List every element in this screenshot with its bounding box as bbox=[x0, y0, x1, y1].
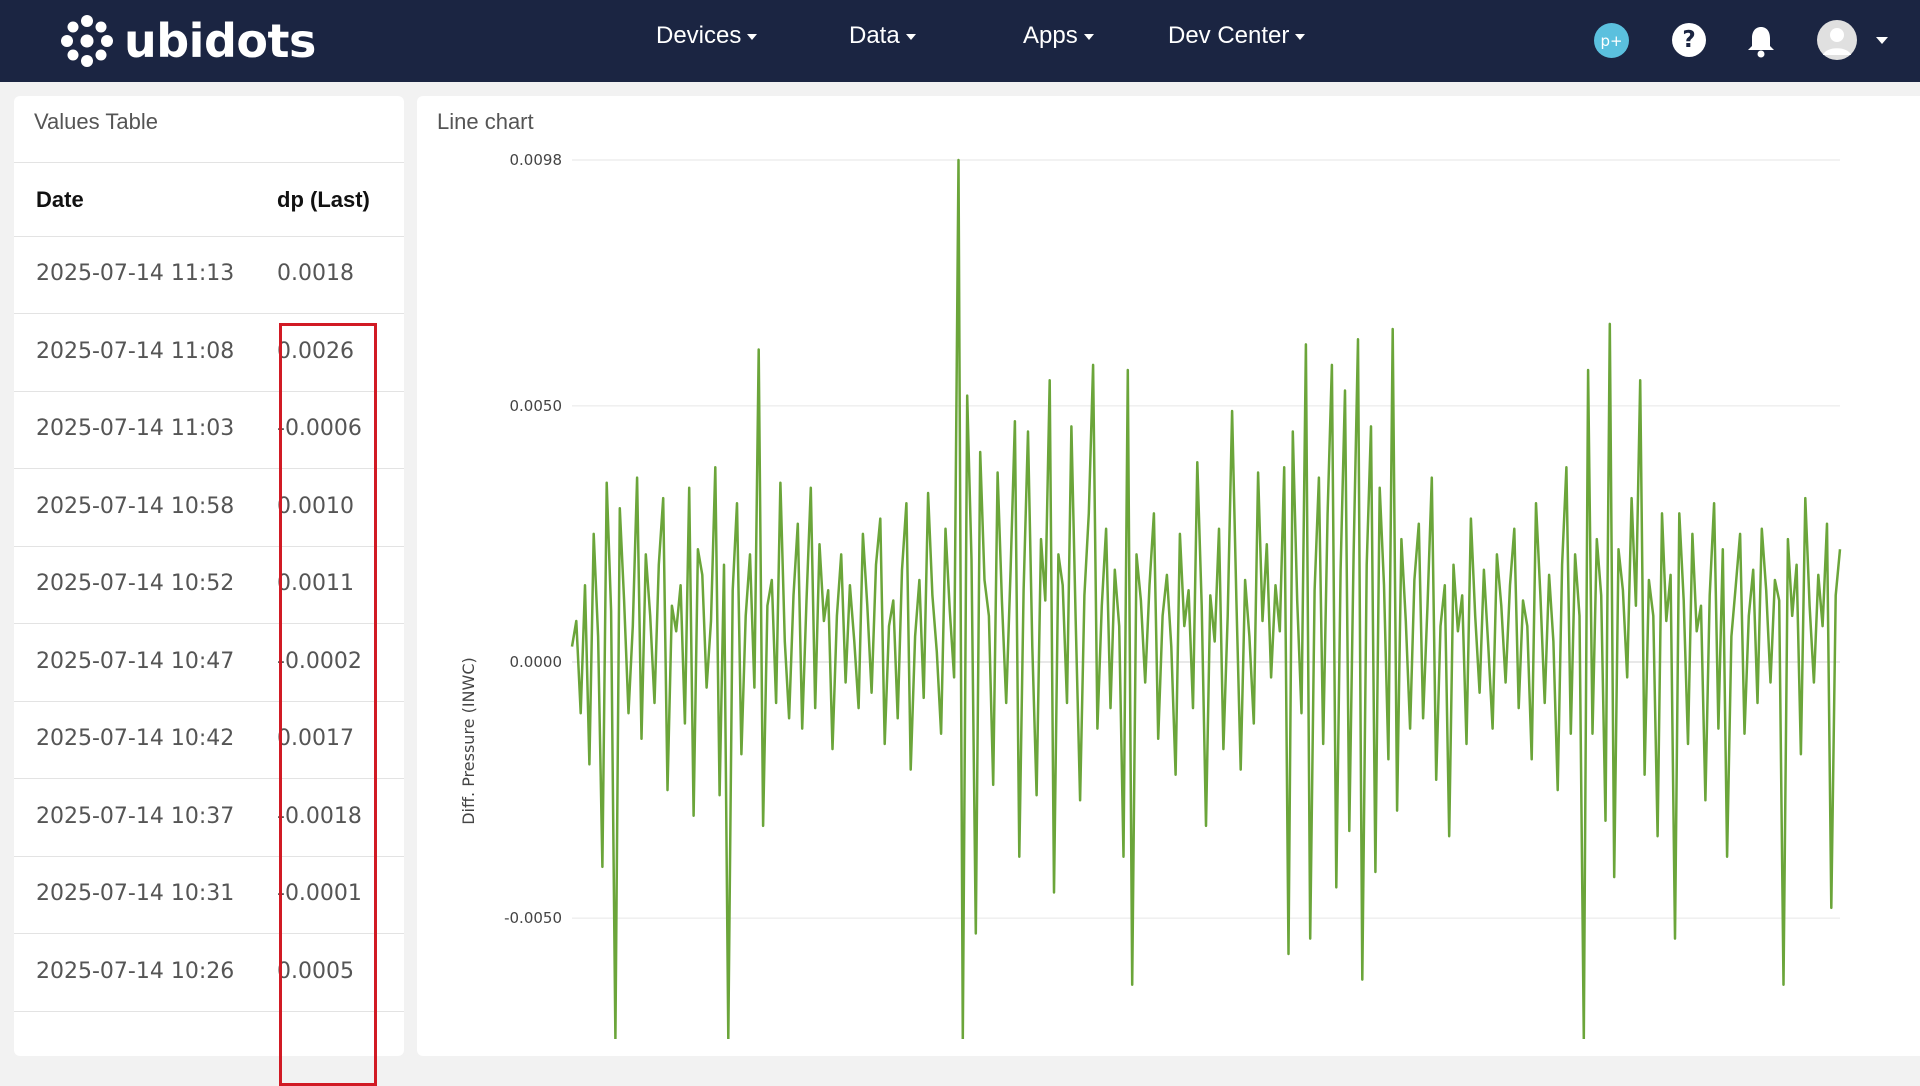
cell-dp-value: 0.0017 bbox=[277, 726, 354, 751]
cell-date: 2025-07-14 10:26 bbox=[36, 958, 235, 984]
chevron-down-icon bbox=[747, 33, 758, 40]
nav-apps[interactable]: Apps bbox=[1023, 22, 1094, 50]
avatar bbox=[1817, 20, 1857, 60]
nav-apps-label: Apps bbox=[1023, 22, 1078, 49]
line-chart-title: Line chart bbox=[437, 109, 534, 134]
nav-devices-label: Devices bbox=[656, 22, 742, 49]
cell-dp-value: -0.0018 bbox=[277, 803, 362, 829]
highlight-box bbox=[279, 323, 377, 1086]
chevron-down-icon bbox=[1083, 33, 1094, 40]
table-row[interactable]: 2025-07-14 11:03 -0.0006 bbox=[14, 391, 404, 469]
brand-name: ubidots bbox=[124, 14, 316, 68]
y-tick-label: 0.0098 bbox=[510, 151, 563, 169]
cell-date: 2025-07-14 10:42 bbox=[36, 726, 235, 751]
cell-dp-value: -0.0002 bbox=[277, 648, 362, 674]
nav-devices[interactable]: Devices bbox=[656, 22, 758, 50]
y-tick-label: 0.0000 bbox=[510, 653, 563, 671]
cell-dp-value: -0.0006 bbox=[277, 416, 362, 441]
table-row[interactable]: 2025-07-14 10:31 -0.0001 bbox=[14, 856, 404, 934]
column-header-date[interactable]: Date bbox=[36, 187, 84, 212]
nav-data-label: Data bbox=[849, 22, 900, 49]
table-row[interactable]: 2025-07-14 10:42 0.0017 bbox=[14, 701, 404, 779]
table-row[interactable]: 2025-07-14 11:08 0.0026 bbox=[14, 314, 404, 392]
chevron-down-icon bbox=[1876, 37, 1888, 44]
nav-dev-center[interactable]: Dev Center bbox=[1168, 22, 1306, 50]
values-table-panel: Values Table Date dp (Last) 2025-07-14 1… bbox=[14, 96, 404, 1086]
table-row[interactable]: 2025-07-14 11:13 0.0018 bbox=[14, 236, 404, 314]
cell-dp-value: 0.0018 bbox=[277, 261, 354, 286]
chevron-down-icon bbox=[905, 33, 916, 40]
cell-dp-value: 0.0005 bbox=[277, 958, 354, 984]
top-navbar: ubidots Devices Data Apps Dev Center p+ … bbox=[0, 0, 1920, 82]
y-tick-label: -0.0050 bbox=[504, 909, 562, 927]
table-row[interactable]: 2025-07-14 10:26 0.0005 bbox=[14, 934, 404, 1012]
y-axis-title: Diff. Pressure (INWC) bbox=[459, 657, 478, 825]
notifications-bell-icon[interactable] bbox=[1746, 24, 1776, 58]
table-row[interactable]: 2025-07-14 10:37 -0.0018 bbox=[14, 779, 404, 857]
cell-dp-value: -0.0001 bbox=[277, 881, 362, 906]
table-row[interactable]: 2025-07-14 10:58 0.0010 bbox=[14, 469, 404, 547]
user-menu[interactable] bbox=[1816, 19, 1888, 61]
table-row[interactable]: 2025-07-14 10:47 -0.0002 bbox=[14, 624, 404, 702]
cell-date: 2025-07-14 10:47 bbox=[36, 648, 235, 674]
cell-dp-value: 0.0011 bbox=[277, 571, 354, 596]
cell-dp-value: 0.0010 bbox=[277, 493, 354, 519]
line-chart-panel: Line chart 0.0098 0.0050 0.0000 -0.0050 Diff… bbox=[417, 96, 1920, 1056]
cell-date: 2025-07-14 10:37 bbox=[36, 803, 235, 829]
y-tick-label: 0.0050 bbox=[510, 397, 563, 415]
chevron-down-icon bbox=[1295, 33, 1306, 40]
column-header-dp[interactable]: dp (Last) bbox=[277, 187, 370, 212]
values-table-title: Values Table bbox=[34, 109, 158, 134]
help-icon[interactable]: ? bbox=[1672, 23, 1706, 57]
values-table-header: Date dp (Last) bbox=[14, 162, 404, 237]
table-row[interactable]: 2025-07-14 10:52 0.0011 bbox=[14, 546, 404, 624]
cell-date: 2025-07-14 11:08 bbox=[36, 338, 235, 364]
nav-data[interactable]: Data bbox=[849, 22, 916, 50]
cell-date: 2025-07-14 10:31 bbox=[36, 881, 235, 906]
help-icon-glyph: ? bbox=[1682, 27, 1696, 53]
ubidots-logo[interactable]: ubidots bbox=[60, 14, 316, 68]
cell-date: 2025-07-14 11:13 bbox=[36, 261, 235, 286]
series-line[interactable] bbox=[570, 158, 1842, 1039]
plan-badge-label: p+ bbox=[1600, 31, 1623, 50]
cell-dp-value: 0.0026 bbox=[277, 338, 354, 364]
line-chart[interactable]: 0.0098 0.0050 0.0000 -0.0050 Diff. Pressure … bbox=[417, 96, 1920, 1039]
cell-date: 2025-07-14 11:03 bbox=[36, 416, 235, 441]
ubidots-logo-icon bbox=[61, 15, 113, 67]
cell-date: 2025-07-14 10:58 bbox=[36, 493, 235, 519]
nav-dev-center-label: Dev Center bbox=[1168, 22, 1290, 49]
plan-badge-icon[interactable]: p+ bbox=[1594, 23, 1629, 58]
cell-date: 2025-07-14 10:52 bbox=[36, 571, 235, 596]
